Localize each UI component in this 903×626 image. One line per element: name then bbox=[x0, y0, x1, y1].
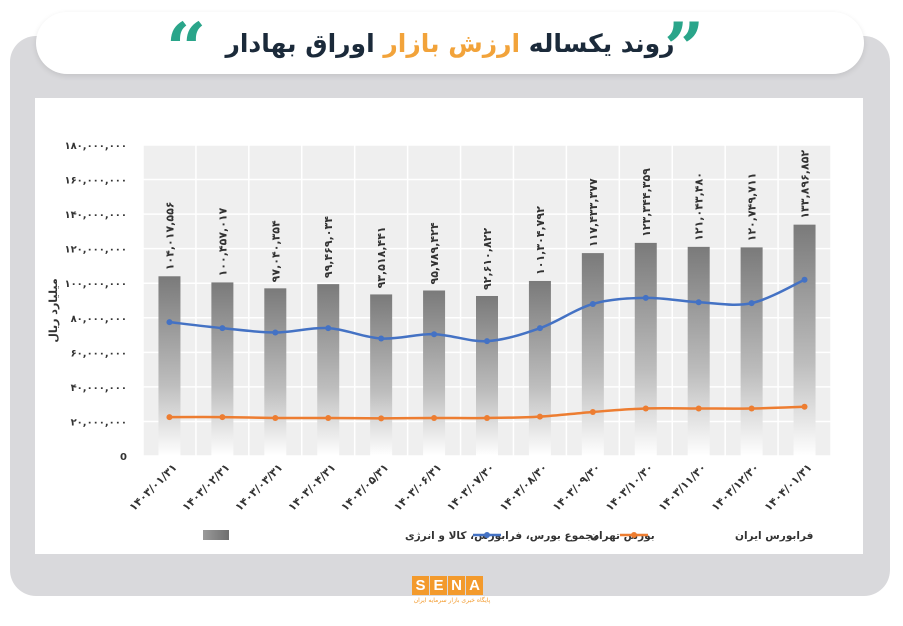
y-tick-label: ۱۰۰,۰۰۰,۰۰۰ bbox=[64, 279, 127, 290]
bar bbox=[158, 276, 181, 456]
series-point-1 bbox=[589, 300, 596, 307]
y-tick-label: ۱۸۰,۰۰۰,۰۰۰ bbox=[64, 141, 127, 152]
bar-value-label: ۱۲۱,۰۴۳,۴۸۰ bbox=[693, 172, 706, 241]
logo-letter: S bbox=[412, 576, 429, 595]
bar-value-label: ۱۱۷,۴۳۳,۳۷۷ bbox=[587, 178, 600, 247]
series-point-1 bbox=[748, 300, 755, 307]
page-title: روند یکساله ارزش بازار اوراق بهادار bbox=[225, 29, 674, 58]
legend-swatch-marker bbox=[631, 532, 637, 538]
legend-swatch-bar bbox=[203, 530, 229, 540]
series-point-2 bbox=[484, 414, 490, 421]
x-tick-label: ۱۴۰۳/۰۳/۳۱ bbox=[233, 461, 286, 514]
x-tick-label: ۱۴۰۳/۰۹/۳۰ bbox=[550, 461, 603, 514]
bar bbox=[793, 224, 816, 456]
bar bbox=[581, 253, 604, 456]
bar bbox=[740, 247, 763, 456]
bar-value-label: ۹۷,۰۴۰,۳۵۴ bbox=[269, 220, 282, 282]
quote-close-icon: ” bbox=[664, 7, 705, 90]
x-tick-label: ۱۴۰۳/۱۱/۳۰ bbox=[656, 461, 709, 514]
x-tick-label: ۱۴۰۳/۰۸/۳۰ bbox=[497, 461, 550, 514]
legend-label: فرابورس ایران bbox=[735, 530, 813, 542]
x-tick-label: ۱۴۰۳/۰۱/۳۱ bbox=[127, 461, 180, 514]
title-part-1: روند یکساله bbox=[528, 28, 675, 58]
logo-subtitle: پایگاه خبری بازار سرمایه ایران bbox=[413, 597, 491, 604]
bar-value-label: ۱۳۳,۸۹۶,۸۵۲ bbox=[799, 150, 812, 219]
bar-value-label: ۹۲,۶۱۰,۸۲۲ bbox=[481, 228, 494, 290]
chart-svg: 0 ۲۰,۰۰۰,۰۰۰ ۴۰,۰۰۰,۰۰۰ ۶۰,۰۰۰,۰۰۰ ۸۰,۰۰۰,۰۰… bbox=[47, 141, 832, 542]
series-point-2 bbox=[801, 403, 808, 410]
series-point-1 bbox=[801, 276, 808, 283]
series-point-2 bbox=[166, 414, 173, 421]
series-point-2 bbox=[536, 413, 543, 420]
title-banner: روند یکساله ارزش بازار اوراق بهادار bbox=[36, 12, 864, 74]
y-axis-label: میلیارد ریال bbox=[47, 278, 60, 342]
bar-value-label: ۱۰۱,۳۰۴,۷۹۲ bbox=[534, 206, 547, 275]
bar-value-label: ۹۵,۷۸۹,۴۲۴ bbox=[428, 222, 441, 284]
bar bbox=[317, 284, 340, 456]
y-tick-label: ۱۴۰,۰۰۰,۰۰۰ bbox=[64, 210, 127, 221]
bar-value-label: ۹۹,۴۶۹,۰۳۴ bbox=[322, 216, 335, 278]
y-tick-label: ۱۲۰,۰۰۰,۰۰۰ bbox=[64, 245, 127, 256]
series-point-1 bbox=[536, 325, 543, 332]
chart-panel: 0 ۲۰,۰۰۰,۰۰۰ ۴۰,۰۰۰,۰۰۰ ۶۰,۰۰۰,۰۰۰ ۸۰,۰۰۰,۰۰… bbox=[35, 98, 863, 554]
y-tick-label: ۶۰,۰۰۰,۰۰۰ bbox=[71, 348, 127, 359]
series-point-2 bbox=[748, 405, 755, 412]
bar bbox=[423, 290, 446, 456]
x-tick-label: ۱۴۰۴/۰۱/۳۱ bbox=[762, 461, 815, 514]
x-tick-label: ۱۴۰۳/۰۲/۳۱ bbox=[180, 461, 233, 514]
bar-value-label: ۱۲۳,۳۴۴,۳۵۹ bbox=[640, 168, 653, 237]
y-tick-label: 0 bbox=[120, 452, 127, 463]
y-tick-label: ۴۰,۰۰۰,۰۰۰ bbox=[71, 383, 127, 394]
x-tick-label: ۱۴۰۳/۱۲/۳۰ bbox=[709, 461, 762, 514]
y-tick-label: ۲۰,۰۰۰,۰۰۰ bbox=[71, 417, 127, 428]
title-highlight: ارزش بازار bbox=[383, 28, 521, 58]
bar-value-label: ۹۳,۵۱۸,۴۴۱ bbox=[375, 226, 388, 288]
quote-open-icon: “ bbox=[166, 7, 207, 90]
x-tick-label: ۱۴۰۳/۰۷/۳۰ bbox=[444, 461, 497, 514]
bar-value-label: ۱۲۰,۷۴۹,۷۱۱ bbox=[746, 173, 759, 242]
logo-letter: E bbox=[430, 576, 447, 595]
x-tick-label: ۱۴۰۳/۰۶/۳۱ bbox=[391, 461, 444, 514]
legend-label: مجموع بورس، فرابورس، کالا و انرژی bbox=[405, 530, 599, 542]
series-point-1 bbox=[166, 319, 173, 326]
series-point-1 bbox=[325, 325, 332, 332]
series-point-1 bbox=[272, 329, 279, 336]
logo-letter: N bbox=[448, 576, 465, 595]
bar bbox=[211, 282, 234, 456]
x-tick-label: ۱۴۰۳/۰۴/۳۱ bbox=[285, 461, 338, 514]
series-point-1 bbox=[642, 294, 649, 301]
title-part-2: اوراق بهادار bbox=[225, 28, 375, 58]
bar bbox=[264, 288, 287, 456]
logo-letter: A bbox=[466, 576, 483, 595]
legend-swatch-marker bbox=[484, 532, 490, 538]
series-point-2 bbox=[325, 414, 332, 421]
x-tick-label: ۱۴۰۳/۰۵/۳۱ bbox=[338, 461, 391, 514]
series-point-1 bbox=[484, 338, 490, 345]
series-point-2 bbox=[219, 414, 226, 421]
series-point-2 bbox=[589, 408, 596, 415]
bar-value-label: ۱۰۴,۰۱۷,۵۵۶ bbox=[163, 201, 176, 270]
series-point-1 bbox=[431, 331, 438, 338]
series-point-2 bbox=[695, 405, 702, 412]
series-point-2 bbox=[272, 414, 279, 421]
bar bbox=[476, 295, 498, 456]
series-point-2 bbox=[378, 415, 385, 422]
bar-value-label: ۱۰۰,۴۵۷,۰۱۷ bbox=[216, 207, 229, 276]
bar bbox=[528, 280, 551, 456]
series-point-2 bbox=[642, 405, 649, 412]
bar bbox=[370, 294, 393, 456]
series-point-1 bbox=[219, 325, 226, 332]
series-point-1 bbox=[378, 335, 385, 342]
y-tick-label: ۱۶۰,۰۰۰,۰۰۰ bbox=[64, 176, 127, 187]
bar bbox=[634, 242, 657, 456]
series-point-2 bbox=[431, 414, 438, 421]
bar bbox=[687, 246, 710, 456]
series-point-1 bbox=[695, 299, 702, 306]
x-tick-label: ۱۴۰۳/۱۰/۳۰ bbox=[603, 461, 656, 514]
y-tick-label: ۸۰,۰۰۰,۰۰۰ bbox=[71, 314, 127, 325]
